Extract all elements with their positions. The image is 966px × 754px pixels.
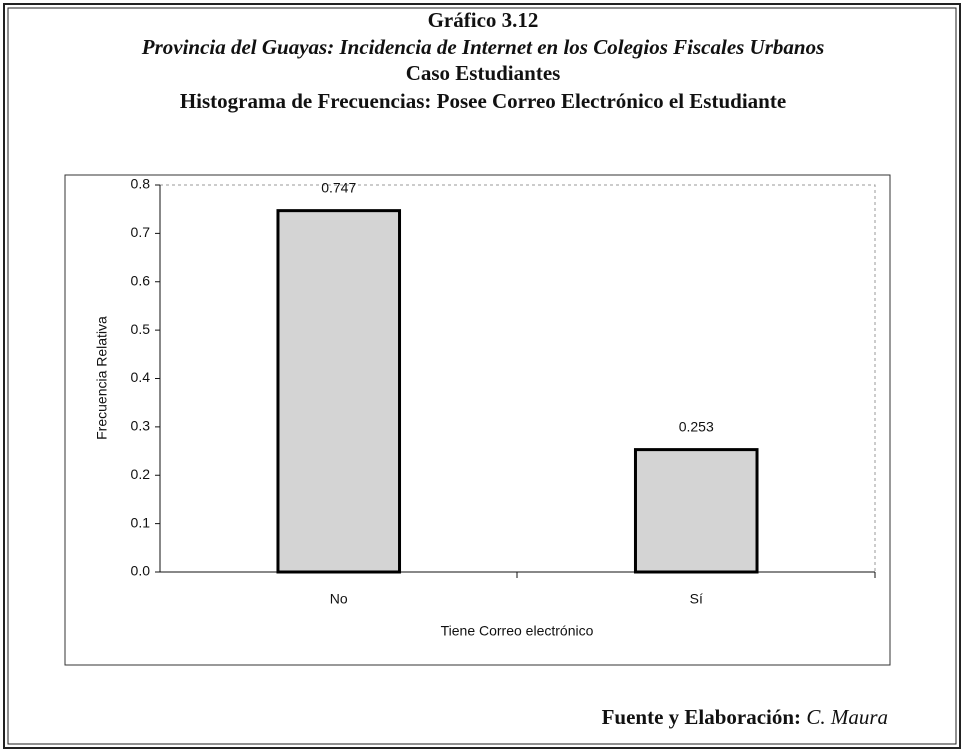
chart-title: Gráfico 3.12 (428, 8, 539, 32)
y-tick-label: 0.6 (131, 272, 151, 288)
outer-border (3, 3, 961, 749)
x-tick-label: No (330, 591, 348, 607)
source-value: C. Maura (806, 705, 888, 729)
chart-frame (64, 174, 891, 666)
y-tick-label: 0.2 (131, 466, 151, 482)
y-tick-label: 0.1 (131, 514, 151, 530)
inner-border (7, 7, 957, 745)
source-label: Fuente y Elaboración: C. Maura (602, 705, 888, 729)
data-label: 0.253 (679, 418, 714, 434)
chart-subtitle: Caso Estudiantes (406, 61, 561, 85)
chart-subtitle: Provincia del Guayas: Incidencia de Inte… (141, 35, 825, 59)
x-axis-label: Tiene Correo electrónico (441, 623, 594, 639)
x-tick-label: Sí (690, 591, 703, 607)
data-label: 0.747 (321, 179, 356, 195)
y-tick-label: 0.8 (131, 176, 151, 192)
y-tick-label: 0.7 (131, 224, 151, 240)
y-tick-label: 0.0 (131, 563, 151, 579)
y-tick-label: 0.5 (131, 321, 151, 337)
bar (276, 209, 402, 574)
y-axis-label: Frecuencia Relativa (94, 316, 110, 440)
source-label: Fuente y Elaboración: (602, 705, 802, 729)
y-tick-label: 0.3 (131, 418, 151, 434)
bar (633, 448, 759, 574)
chart-subtitle: Histograma de Frecuencias: Posee Correo … (180, 89, 786, 113)
y-tick-label: 0.4 (131, 369, 151, 385)
plot-area (159, 184, 876, 573)
